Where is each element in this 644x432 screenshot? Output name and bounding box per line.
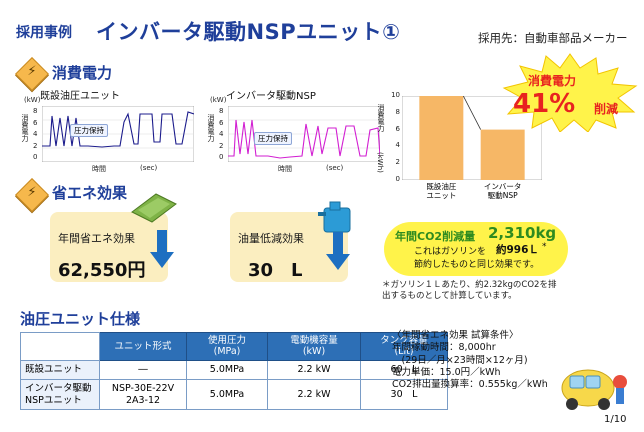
chart2-callout: 圧力保持	[254, 132, 292, 145]
oil-reduction-value: 30 L	[248, 260, 303, 281]
conditions-title: 〈年間省エネ効果 試算条件〉	[392, 330, 519, 341]
oil-can-icon	[318, 201, 351, 233]
bar-chart-ytick: 6	[395, 124, 400, 133]
table-header-cell: タンク容量 (Lit)	[360, 332, 448, 361]
co2-label: 年間CO2削減量	[395, 230, 476, 243]
table-row: 既設ユニット ― 5.0MPa 2.2 kW 60 L	[20, 359, 448, 380]
burst-percent: 41%	[513, 89, 576, 119]
table-cell: 2.2 kW	[267, 378, 361, 411]
chart1-xlabel: 時間	[92, 165, 106, 173]
bar-chart-ytick: 4	[395, 141, 400, 150]
chart2-yticks: 8 6 4 2 0	[219, 107, 224, 161]
conditions-line: 電力単価：15.0円／kWh	[392, 367, 501, 379]
chart1-xunit: (sec)	[140, 164, 158, 172]
money-icon	[131, 193, 177, 223]
chart1-yunit: (kW)	[24, 96, 41, 104]
car-illustration	[561, 369, 627, 410]
case-tag: 採用事例	[16, 25, 72, 41]
table-header-cell: 電動機容量 (kW)	[267, 332, 361, 361]
annual-savings-value: 62,550円	[58, 260, 146, 281]
power-section-heading: 消費電力	[52, 64, 113, 82]
spec-section-heading: 油圧ユニット仕様	[20, 310, 141, 328]
co2-gas-amount: 約996Ｌ	[496, 244, 539, 256]
bar-2	[480, 129, 525, 180]
page-number: 1/10	[604, 414, 627, 425]
chart2-title: インバータ駆動NSP	[226, 91, 316, 102]
co2-asterisk: *	[542, 242, 547, 252]
page-title: インバータ駆動NSPユニット①	[96, 20, 401, 44]
conditions-line: 年間稼動時間：8,000hr	[392, 342, 496, 354]
co2-value: 2,310kg	[488, 224, 557, 242]
table-row: インバータ駆動 NSPユニット NSP-30E-22V 2A3-12 5.0MP…	[20, 378, 448, 411]
table-header-cell: ユニット形式	[99, 332, 187, 361]
adopter-label: 採用先：自動車部品メーカー	[478, 31, 628, 45]
chart2-ylabel: 消費電力	[207, 114, 215, 142]
bar-chart-ytick: 8	[395, 107, 400, 116]
table-cell: 5.0MPa	[186, 359, 268, 380]
co2-box	[384, 222, 568, 276]
spec-table: ユニット形式 使用圧力 (MPa) 電動機容量 (kW) タンク容量 (Lit)…	[20, 332, 448, 411]
savings-section-heading: 省エネ効果	[52, 184, 128, 202]
annual-savings-box	[50, 212, 168, 282]
bar-chart-xlabel: インバータ 駆動NSP	[483, 182, 522, 200]
table-header-cell	[20, 332, 100, 361]
bar-chart-yticks: 10 8 6 4 2 0	[390, 91, 400, 183]
chart2-yunit: (kW)	[210, 96, 227, 104]
spec-table-wrap: ユニット形式 使用圧力 (MPa) 電動機容量 (kW) タンク容量 (Lit)…	[20, 332, 448, 411]
bar-chart-ytick: 2	[395, 158, 400, 167]
table-cell: 5.0MPa	[186, 378, 268, 411]
bar-chart-yunit: (kWh)	[376, 152, 384, 173]
co2-line3: 節約したものと同じ効果です。	[414, 260, 540, 270]
table-header-cell: 使用圧力 (MPa)	[186, 332, 268, 361]
chart2: 消費電力 (kW) 8 6 4 2 0 圧力保持 時間 (sec)	[206, 96, 382, 176]
burst-label: 消費電力	[528, 74, 577, 88]
chart1-ylabel: 消費電力	[21, 114, 29, 142]
chart1-title: 既設油圧ユニット	[40, 91, 120, 102]
burst-suffix: 削減	[594, 102, 619, 116]
co2-line2: これはガソリンを	[414, 247, 487, 257]
chart1-callout: 圧力保持	[70, 124, 108, 137]
annual-savings-label: 年間省エネ効果	[58, 232, 135, 245]
bar-chart: 消費電力 (kWh) 10 8 6 4 2 0 既設油圧 ユニット インバータ 駆動NSP	[376, 82, 546, 212]
chart2-plot	[228, 106, 380, 162]
bar-chart-plot	[402, 96, 542, 180]
table-cell: 60 L	[360, 359, 448, 380]
chart1-yticks: 8 6 4 2 0	[33, 107, 38, 161]
plug-icon: ⚡	[27, 64, 37, 79]
table-header-row: ユニット形式 使用圧力 (MPa) 電動機容量 (kW) タンク容量 (Lit)	[20, 332, 448, 361]
bar-chart-ylabel: 消費電力	[377, 104, 385, 132]
chart1: 消費電力 (kW) 8 6 4 2 0 圧力保持 時間 (sec)	[20, 96, 196, 176]
conditions-block: 〈年間省エネ効果 試算条件〉 年間稼動時間：8,000hr (29日／月×23時…	[392, 330, 548, 392]
bar-chart-ytick: 10	[391, 91, 400, 99]
chart2-series	[228, 119, 380, 159]
bar-chart-xlabels: 既設油圧 ユニット インバータ 駆動NSP	[402, 182, 542, 212]
table-cell: 2.2 kW	[267, 359, 361, 380]
chart1-plot	[42, 106, 194, 162]
oil-reduction-label: 油量低減効果	[238, 232, 304, 245]
bar-1	[419, 96, 464, 180]
down-arrow-icon	[150, 230, 174, 268]
chart2-xlabel: 時間	[278, 165, 292, 173]
down-arrow-icon	[326, 232, 350, 270]
gasoline-note: ＊ガソリン１Ｌあたり、約2.32kgのCO2を排出するものとして計算しています。	[382, 280, 557, 302]
chart2-xunit: (sec)	[326, 164, 344, 172]
table-cell: 30 L	[360, 378, 448, 411]
table-cell: NSP-30E-22V 2A3-12	[99, 378, 187, 411]
bar-chart-ytick: 0	[395, 175, 400, 183]
table-cell: 既設ユニット	[20, 359, 100, 380]
conditions-line: CO2排出量換算率：0.555kg／kWh	[392, 379, 548, 391]
table-cell: ―	[99, 359, 187, 380]
conditions-line: (29日／月×23時間×12ヶ月)	[392, 354, 528, 366]
reduction-burst	[502, 53, 638, 132]
chart1-series	[42, 111, 194, 148]
table-cell: インバータ駆動 NSPユニット	[20, 378, 100, 411]
bar-chart-xlabel: 既設油圧 ユニット	[426, 182, 457, 200]
lightning-icon: ⚡	[27, 185, 37, 200]
bar-connector-line	[462, 96, 482, 130]
